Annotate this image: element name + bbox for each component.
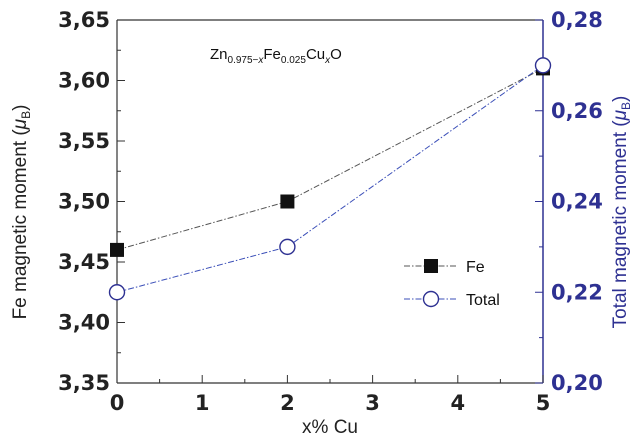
y-right-tick-label: 0,28 <box>551 8 603 32</box>
legend: Fe Total <box>404 259 500 309</box>
y-right-tick-label: 0,22 <box>551 280 603 304</box>
y-right-tick-label: 0,20 <box>551 371 603 395</box>
legend-marker-total <box>422 290 440 308</box>
y-left-tick-label: 3,35 <box>58 371 110 395</box>
series-line-fe <box>116 67 544 251</box>
data-point-total <box>108 284 126 301</box>
annotation-part: 0.025 <box>281 55 306 66</box>
labels: Zn0.975−xFe0.025CuxO x% Cu Fe magnetic m… <box>10 46 633 438</box>
data-point-fe <box>280 194 295 209</box>
y-left-tick-label: 3,50 <box>58 190 110 214</box>
y-axis-left-label: Fe magnetic moment (μB) <box>10 105 33 320</box>
annotation-part: Fe <box>263 46 281 63</box>
annotation-part: 0.975− <box>228 55 259 66</box>
y-left-tick-label: 3,45 <box>58 250 110 274</box>
data-point-total <box>279 238 296 256</box>
y-left-tick-label: 3,60 <box>58 69 110 93</box>
annotation-part: Cu <box>306 46 325 63</box>
chart-annotation: Zn0.975−xFe0.025CuxO <box>210 46 342 66</box>
annotation-part: x <box>324 55 331 66</box>
annotation-part: Zn <box>210 46 228 63</box>
series-fe <box>110 61 550 257</box>
annotation-part: x <box>257 55 264 66</box>
series-total <box>108 57 552 301</box>
y-left-tick-label: 3,40 <box>58 311 110 335</box>
x-tick-label: 5 <box>536 391 551 415</box>
series-layer <box>108 57 552 301</box>
x-axis-label: x% Cu <box>302 417 358 438</box>
y-right-tick-label: 0,24 <box>551 190 603 214</box>
legend-label-total: Total <box>466 292 500 309</box>
y-left-tick-label: 3,65 <box>58 8 110 32</box>
y-left-tick-label: 3,55 <box>58 129 110 153</box>
x-tick-label: 1 <box>195 391 210 415</box>
x-tick-label: 2 <box>280 391 295 415</box>
x-tick-label: 0 <box>110 391 125 415</box>
data-point-total <box>534 57 552 74</box>
annotation-part: O <box>330 46 342 63</box>
axes: 0 1 2 3 4 5 3,35 3,40 3,45 3,50 3,55 3,60 3,65 0,20 0,… <box>58 8 603 415</box>
x-tick-label: 3 <box>365 391 380 415</box>
legend-label-fe: Fe <box>466 259 485 276</box>
y-axis-right-label: Total magnetic moment (μB) <box>610 96 633 329</box>
legend-marker-fe <box>424 259 438 273</box>
x-tick-label: 4 <box>450 391 465 415</box>
data-point-fe <box>110 242 124 257</box>
y-right-tick-label: 0,26 <box>551 99 603 123</box>
